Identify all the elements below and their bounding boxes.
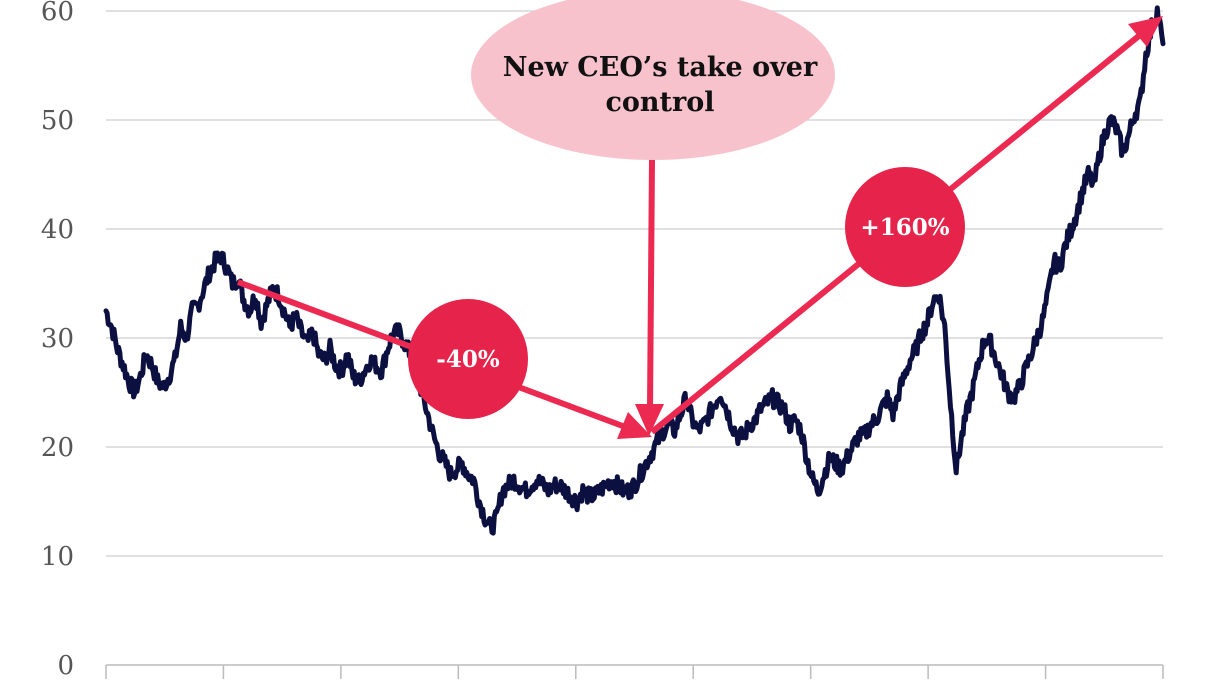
- y-tick-label: 60: [41, 0, 74, 27]
- ceo-callout-line-1: New CEO’s take over: [503, 52, 818, 83]
- decline-badge-label: -40%: [436, 346, 500, 373]
- ceo-pointer-arrowhead: [635, 404, 664, 436]
- ceo-callout-bubble: [471, 0, 835, 160]
- rise-badge-label: +160%: [860, 214, 949, 241]
- y-tick-label: 10: [41, 542, 74, 572]
- y-tick-label: 20: [41, 433, 74, 463]
- ceo-callout-line-2: control: [605, 87, 714, 118]
- y-tick-label: 0: [57, 651, 74, 681]
- y-tick-label: 40: [41, 215, 74, 245]
- decline-arrowhead: [617, 412, 652, 439]
- ceo-pointer-arrow: [647, 159, 655, 409]
- y-tick-label: 30: [41, 324, 74, 354]
- rise-badge: [845, 167, 965, 287]
- x-axis: [105, 664, 1164, 679]
- rise-arrowhead: [1128, 16, 1163, 47]
- y-axis: 0 10 20 30 40 50 60: [41, 0, 74, 681]
- decline-badge: [408, 299, 528, 419]
- price-series-line: [103, 5, 1166, 536]
- y-tick-label: 50: [41, 106, 74, 136]
